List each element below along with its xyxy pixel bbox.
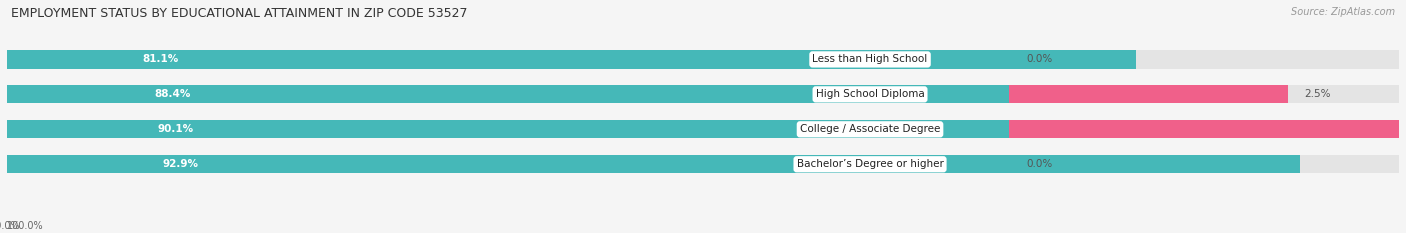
Text: 88.4%: 88.4%: [155, 89, 191, 99]
Text: Source: ZipAtlas.com: Source: ZipAtlas.com: [1291, 7, 1395, 17]
Bar: [1010, 120, 1399, 138]
Text: 81.1%: 81.1%: [142, 55, 179, 64]
Bar: [7, 50, 1136, 69]
Text: 100.0%: 100.0%: [0, 221, 21, 231]
Bar: [7, 50, 1399, 69]
Text: 0.0%: 0.0%: [1026, 55, 1052, 64]
Text: College / Associate Degree: College / Associate Degree: [800, 124, 941, 134]
Text: 92.9%: 92.9%: [162, 159, 198, 169]
Bar: [7, 155, 1301, 173]
Bar: [7, 85, 1237, 103]
Text: 100.0%: 100.0%: [7, 221, 44, 231]
Text: 0.0%: 0.0%: [1026, 159, 1052, 169]
Bar: [7, 85, 1399, 103]
Bar: [1010, 85, 1288, 103]
Text: Less than High School: Less than High School: [813, 55, 928, 64]
Bar: [7, 120, 1261, 138]
Legend: In Labor Force, Unemployed: In Labor Force, Unemployed: [600, 231, 806, 233]
Text: Bachelor’s Degree or higher: Bachelor’s Degree or higher: [797, 159, 943, 169]
Bar: [7, 155, 1399, 173]
Text: High School Diploma: High School Diploma: [815, 89, 924, 99]
Text: 90.1%: 90.1%: [157, 124, 194, 134]
Text: 2.5%: 2.5%: [1305, 89, 1331, 99]
Bar: [7, 120, 1399, 138]
Text: EMPLOYMENT STATUS BY EDUCATIONAL ATTAINMENT IN ZIP CODE 53527: EMPLOYMENT STATUS BY EDUCATIONAL ATTAINM…: [11, 7, 468, 20]
